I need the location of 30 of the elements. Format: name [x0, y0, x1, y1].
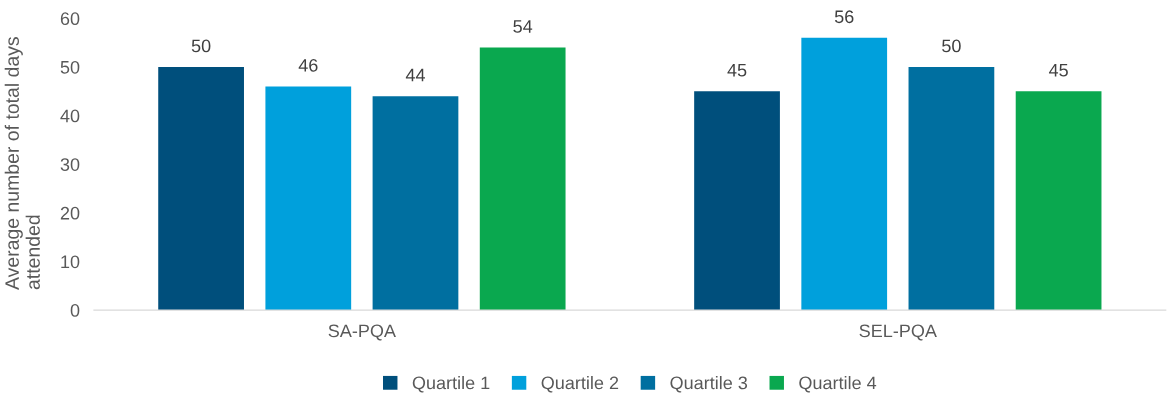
bar [1015, 91, 1102, 311]
data-label: 45 [1048, 64, 1068, 77]
data-label: 50 [942, 39, 961, 53]
data-label: 44 [405, 68, 425, 82]
legend-label: Quartile 2 [541, 376, 619, 393]
y-axis-title: Average number of total days attended [4, 37, 40, 290]
x-tick-label: SA-PQA [328, 324, 396, 341]
bar [372, 96, 459, 311]
legend-label: Quartile 3 [670, 376, 748, 393]
y-tick-label: 60 [60, 12, 80, 26]
bar [158, 66, 244, 311]
y-tick-label: 10 [61, 255, 80, 269]
y-tick-label: 30 [60, 158, 80, 171]
bar [801, 37, 888, 311]
y-tick-label: 50 [60, 60, 80, 74]
data-label: 54 [513, 20, 533, 33]
x-tick-label: SEL-PQA [859, 324, 937, 341]
legend-label: Quartile 1 [412, 376, 490, 393]
legend-label: Quartile 4 [799, 376, 877, 393]
data-label: 46 [298, 58, 318, 72]
y-tick-label: 20 [60, 206, 80, 220]
y-tick-label: 0 [70, 304, 80, 317]
data-label: 45 [727, 64, 747, 77]
bar [479, 47, 566, 311]
data-label: 56 [834, 10, 854, 24]
bar [694, 91, 780, 311]
y-tick-label: 40 [60, 109, 80, 123]
bar [265, 86, 352, 311]
bar [908, 66, 995, 311]
data-label: 50 [191, 39, 211, 53]
